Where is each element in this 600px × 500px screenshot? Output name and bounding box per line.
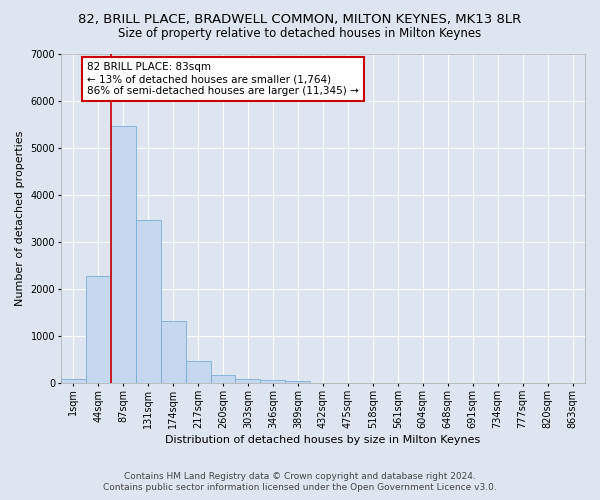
X-axis label: Distribution of detached houses by size in Milton Keynes: Distribution of detached houses by size … [165,435,481,445]
Text: Size of property relative to detached houses in Milton Keynes: Size of property relative to detached ho… [118,28,482,40]
Bar [260,380,286,383]
Bar [136,220,161,383]
Bar [235,378,260,383]
Text: 82, BRILL PLACE, BRADWELL COMMON, MILTON KEYNES, MK13 8LR: 82, BRILL PLACE, BRADWELL COMMON, MILTON… [79,12,521,26]
Bar [286,381,310,383]
Bar [86,276,110,383]
Bar [161,321,185,383]
Bar [61,379,86,383]
Bar [211,375,235,383]
Bar [110,126,136,383]
Text: 82 BRILL PLACE: 83sqm
← 13% of detached houses are smaller (1,764)
86% of semi-d: 82 BRILL PLACE: 83sqm ← 13% of detached … [87,62,359,96]
Text: Contains HM Land Registry data © Crown copyright and database right 2024.
Contai: Contains HM Land Registry data © Crown c… [103,472,497,492]
Bar [185,360,211,383]
Y-axis label: Number of detached properties: Number of detached properties [15,131,25,306]
